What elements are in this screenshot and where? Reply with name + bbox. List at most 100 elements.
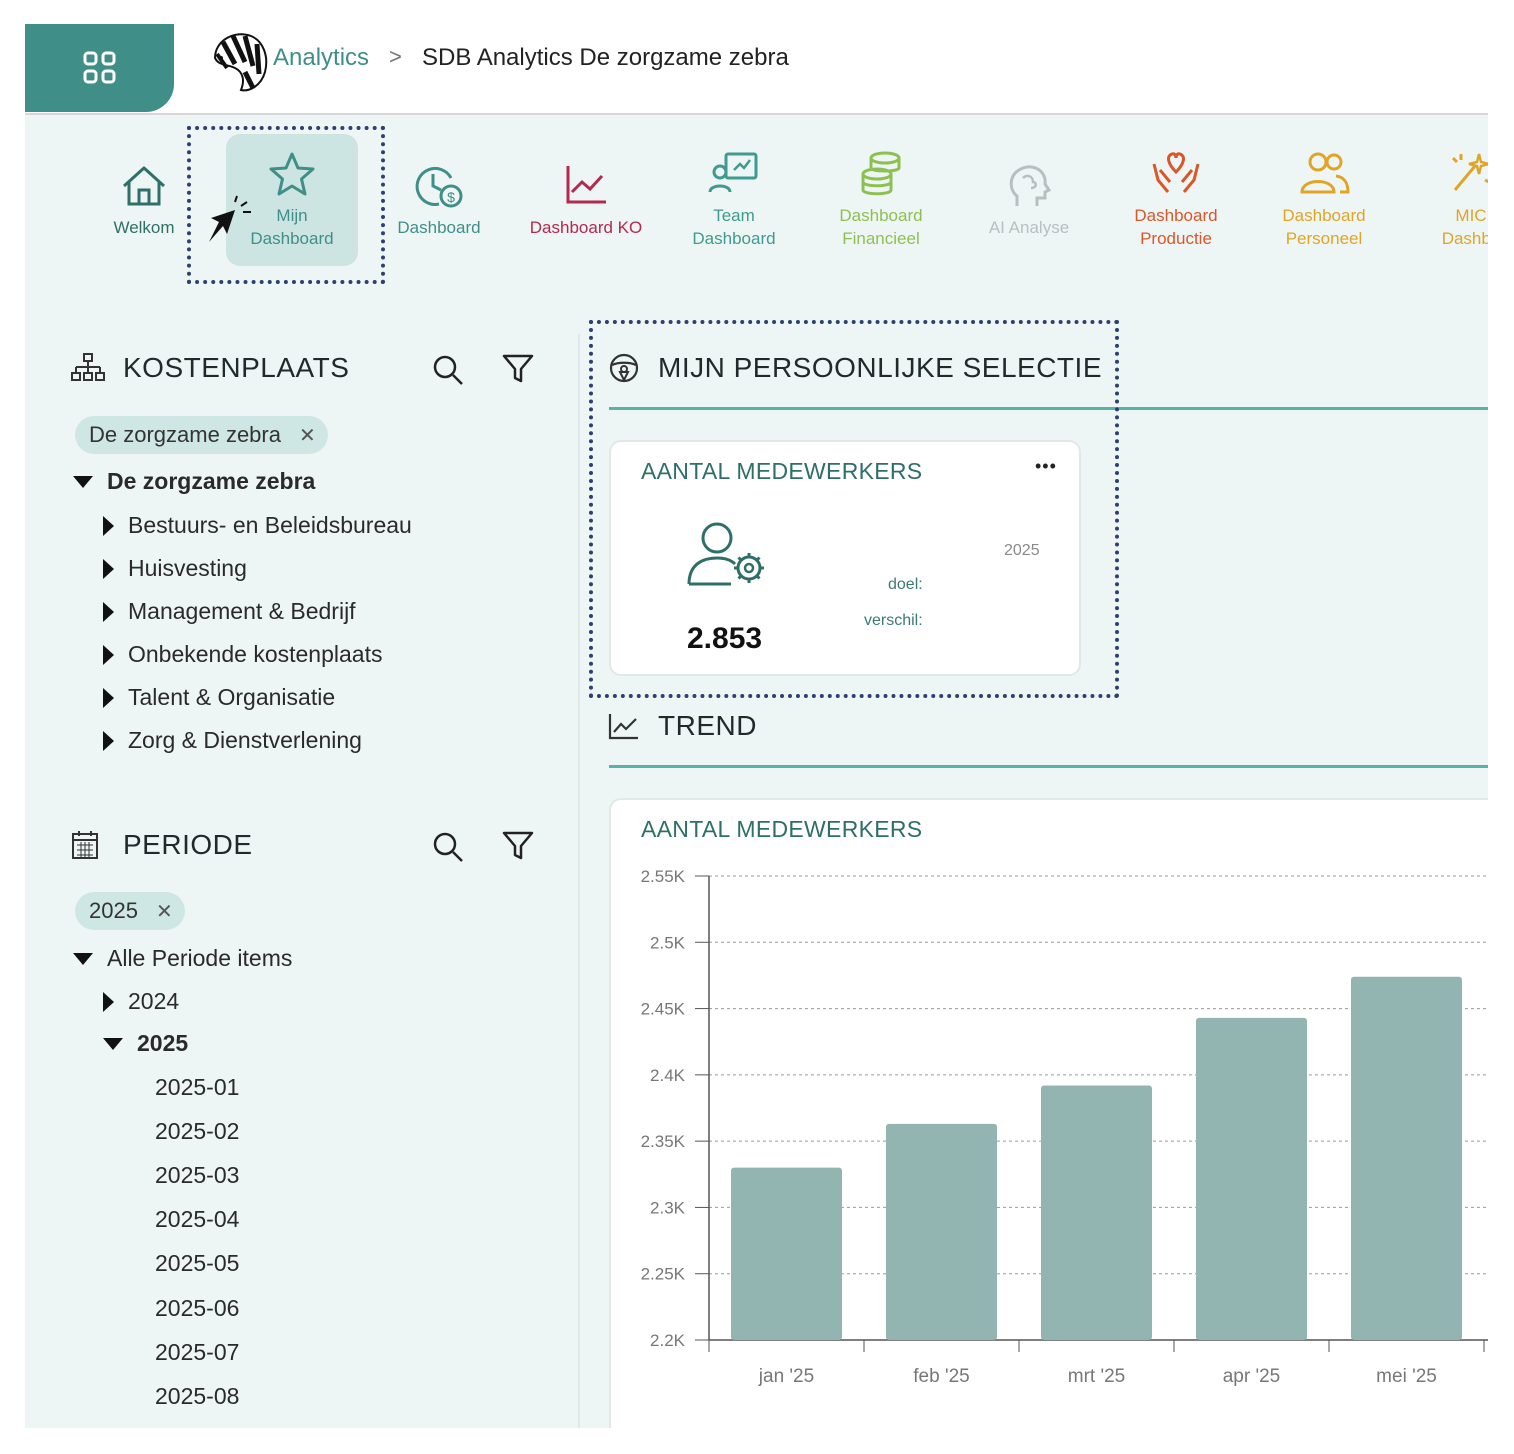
bar-jan25 [731,1167,842,1340]
nav-dashboard-financieel[interactable]: Dashboard Financieel [815,134,947,266]
nav-label: Mijn Dashboard [250,206,334,248]
bar-mrt25 [1041,1085,1152,1340]
nav-dashboard[interactable]: $ Dashboard [373,134,505,266]
tree-item-month[interactable]: 2025-08 [155,1383,239,1410]
selection-divider [609,407,1488,410]
nav-dashboard-personeel[interactable]: Dashboard Personeel [1258,134,1390,266]
nav-mic-dashboard[interactable]: MIC Dashbo [1405,134,1488,266]
tree-item-kostenplaats[interactable]: Onbekende kostenplaats [103,641,382,668]
breadcrumb-analytics-link[interactable]: Analytics [273,44,370,71]
chip-close-icon[interactable]: ✕ [298,424,316,447]
tree-label: Onbekende kostenplaats [128,641,383,667]
tree-label: Talent & Organisatie [128,684,336,710]
home-icon [122,166,166,205]
tree-item-kostenplaats[interactable]: Bestuurs- en Beleidsbureau [103,512,412,539]
x-tick-label: apr '25 [1223,1366,1281,1387]
nav-dashboard-productie[interactable]: Dashboard Productie [1110,134,1242,266]
apps-menu-button[interactable] [25,24,174,112]
nav-team-dashboard[interactable]: Team Dashboard [668,134,800,266]
tree-item-kostenplaats[interactable]: Management & Bedrijf [103,598,356,625]
x-tick-label: feb '25 [913,1366,969,1387]
periode-filter-icon[interactable] [502,831,534,861]
grid-icon [83,51,115,84]
chip-label: De zorgzame zebra [89,422,281,447]
periode-header: PERIODE [71,829,253,861]
calendar-icon [72,831,98,859]
y-tick-label: 2.3K [650,1198,686,1217]
tree-item-kostenplaats[interactable]: Zorg & Dienstverlening [103,727,362,754]
y-tick-label: 2.35K [641,1132,686,1151]
team-presentation-icon [708,152,758,193]
mouse-pointer-icon [209,195,251,242]
bar-apr25 [1196,1017,1307,1340]
collapsed-caret-icon[interactable] [103,991,114,1012]
kpi-doel-label: doel: [888,576,923,593]
kostenplaats-search-icon[interactable] [432,354,464,386]
kostenplaats-filter-icon[interactable] [502,354,534,384]
tree-item-kostenplaats[interactable]: Huisvesting [103,555,247,582]
nav-mijn-dashboard[interactable]: Mijn Dashboard [226,134,358,266]
tree-label: 2025-06 [155,1295,240,1321]
tree-item-month[interactable]: 2025-06 [155,1295,239,1322]
kpi-year: 2025 [1004,542,1040,559]
tree-item-month[interactable]: 2025-05 [155,1250,239,1277]
tree-item-kostenplaats[interactable]: Talent & Organisatie [103,684,335,711]
trend-chart-icon [608,714,638,740]
tree-item-month[interactable]: 2025-02 [155,1118,239,1145]
expanded-caret-icon[interactable] [73,475,93,488]
chip-close-icon[interactable]: ✕ [155,900,173,923]
y-tick-label: 2.5K [650,933,686,952]
tree-item-month[interactable]: 2025-03 [155,1162,239,1189]
collapsed-caret-icon[interactable] [103,515,114,536]
y-tick-label: 2.25K [641,1265,686,1284]
collapsed-caret-icon[interactable] [103,687,114,708]
sparkle-icon [1451,153,1488,191]
kpi-menu-icon[interactable]: ••• [1035,456,1057,476]
tree-item-year-expanded[interactable]: 2025 [103,1030,188,1057]
kostenplaats-title: KOSTENPLAATS [123,352,350,383]
breadcrumb-current-page: SDB Analytics De zorgzame zebra [422,44,789,71]
app-frame: Analytics > SDB Analytics De zorgzame ze… [25,24,1488,1428]
nav-label: MIC Dashbo [1441,206,1488,248]
nav-dashboard-ko[interactable]: Dashboard KO [520,134,652,266]
kpi-card[interactable]: AANTAL MEDEWERKERS ••• 2.853 2025 doel: … [609,440,1081,676]
tree-item-month[interactable]: 2025-04 [155,1206,239,1233]
tree-label: Huisvesting [128,555,247,581]
periode-chip[interactable]: 2025 ✕ [75,892,185,930]
trend-divider [609,765,1488,768]
tree-root-kostenplaats[interactable]: De zorgzame zebra [73,468,315,495]
nav-label: AI Analyse [988,217,1070,237]
tree-item-year[interactable]: 2024 [103,988,179,1015]
collapsed-caret-icon[interactable] [103,601,114,622]
tree-root-periode[interactable]: Alle Periode items [73,945,292,972]
brain-head-icon [1009,164,1052,206]
kostenplaats-chip[interactable]: De zorgzame zebra ✕ [75,416,328,454]
collapsed-caret-icon[interactable] [103,730,114,751]
tree-label: 2025-03 [155,1162,240,1188]
nav-ai-analyse[interactable]: AI Analyse [963,134,1095,266]
kpi-value: 2.853 [687,622,763,655]
expanded-caret-icon[interactable] [73,952,93,965]
selection-title: MIJN PERSOONLIJKE SELECTIE [658,352,1102,383]
sidebar-divider [578,334,580,1428]
tree-label: 2025-02 [155,1118,240,1144]
tree-item-month[interactable]: 2025-01 [155,1074,239,1101]
trend-card-title: AANTAL MEDEWERKERS [641,816,923,842]
nav-label: Dashboard Productie [1134,206,1218,248]
tree-label: Management & Bedrijf [128,598,356,624]
breadcrumb-chevron-icon: > [389,44,402,69]
nav-welkom[interactable]: Welkom [78,134,210,266]
tree-item-month[interactable]: 2025-07 [155,1339,239,1366]
kostenplaats-header: KOSTENPLAATS [71,352,349,384]
bar-feb25 [886,1123,997,1340]
bar-mei25 [1351,976,1462,1340]
selection-header: MIJN PERSOONLIJKE SELECTIE [608,352,1102,384]
tree-label: 2025-05 [155,1250,240,1276]
expanded-caret-icon[interactable] [103,1037,123,1050]
collapsed-caret-icon[interactable] [103,644,114,665]
kpi-card-title: AANTAL MEDEWERKERS [641,458,923,484]
people-icon [1300,152,1350,194]
collapsed-caret-icon[interactable] [103,558,114,579]
periode-search-icon[interactable] [432,831,464,863]
tree-label: 2025-07 [155,1339,240,1365]
